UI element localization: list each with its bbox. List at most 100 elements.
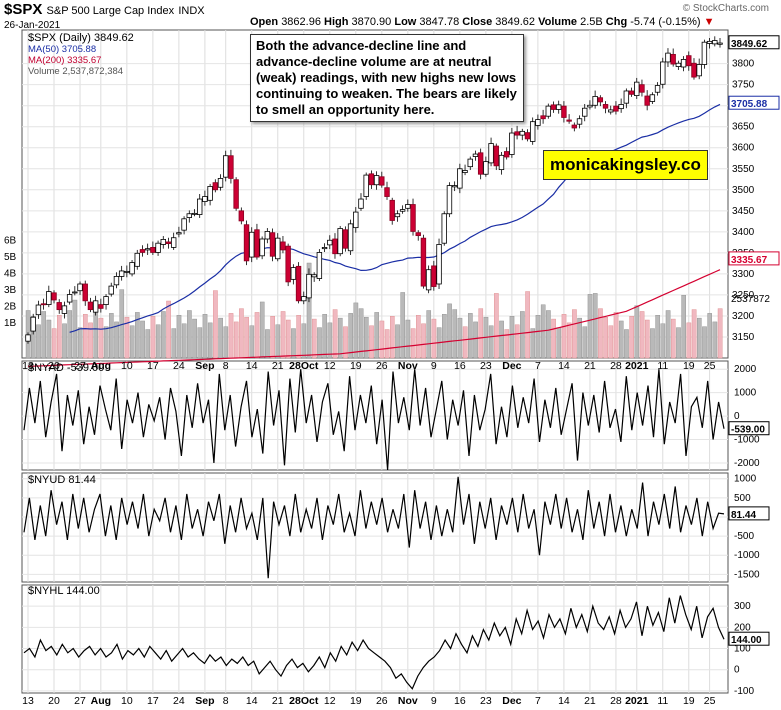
candle-body bbox=[639, 84, 645, 93]
candle-body bbox=[613, 105, 619, 112]
volume-bar bbox=[296, 315, 301, 359]
volume-bar bbox=[452, 309, 458, 359]
volume-bar bbox=[140, 320, 145, 359]
volume-bar bbox=[239, 308, 244, 359]
candle-body bbox=[295, 265, 302, 302]
candle-body bbox=[280, 241, 286, 251]
x-tick-label: 21 bbox=[272, 695, 284, 707]
volume-bar bbox=[46, 319, 52, 359]
candle-body bbox=[696, 64, 702, 77]
volume-bar bbox=[36, 324, 41, 359]
volume-bar bbox=[213, 290, 218, 359]
x-tick-label: 26 bbox=[376, 695, 388, 707]
x-tick-label: 27 bbox=[74, 360, 86, 372]
y-tick-label: 3300 bbox=[732, 269, 755, 280]
volume-bar bbox=[223, 326, 229, 359]
volume-bar bbox=[124, 316, 130, 359]
watermark: monicakingsley.co bbox=[543, 150, 708, 180]
nyad-last-tag: -539.00 bbox=[731, 425, 765, 436]
volume-bar bbox=[639, 311, 645, 359]
legend-ma200: MA(200) 3335.67 bbox=[28, 55, 102, 66]
open-label: Open bbox=[250, 16, 279, 28]
volume-bar bbox=[670, 318, 676, 359]
volume-bar bbox=[395, 324, 400, 359]
candle-body bbox=[628, 90, 635, 95]
candle-body bbox=[269, 232, 276, 257]
x-tick-label: 20 bbox=[48, 360, 60, 372]
candle-body bbox=[529, 121, 536, 142]
candle-body bbox=[373, 175, 380, 186]
index-name: S&P 500 Large Cap Index bbox=[46, 5, 175, 17]
nyad-last-box bbox=[728, 421, 770, 436]
candle-body bbox=[316, 252, 323, 279]
volume-bar bbox=[717, 308, 723, 359]
nyad-y-tick: 0 bbox=[734, 411, 740, 422]
x-tick-label: 14 bbox=[246, 360, 258, 372]
volume-bar bbox=[88, 322, 93, 359]
high-value: 3870.90 bbox=[351, 16, 392, 28]
last-close-tag-box bbox=[728, 35, 780, 50]
candle-body bbox=[46, 291, 52, 305]
nyhl-line bbox=[23, 595, 725, 690]
volume-bar bbox=[150, 316, 156, 359]
candle-body bbox=[212, 182, 219, 191]
candle-body bbox=[457, 168, 463, 189]
candle-body bbox=[540, 115, 546, 120]
candle-body bbox=[92, 300, 99, 313]
volume-bar bbox=[676, 327, 681, 359]
volume-bar bbox=[681, 295, 686, 359]
volume-bar bbox=[77, 327, 83, 359]
nyhl-y-tick: -100 bbox=[734, 686, 754, 697]
candle-body bbox=[509, 132, 515, 155]
volume-bar bbox=[358, 308, 364, 359]
volume-bar bbox=[337, 317, 343, 359]
volume-bar bbox=[598, 308, 603, 359]
candle-body bbox=[680, 59, 687, 68]
candle-body bbox=[40, 303, 47, 306]
annotation-box: Both the advance-decline line and advanc… bbox=[250, 34, 524, 122]
candle-body bbox=[493, 145, 499, 167]
volume-bar bbox=[530, 328, 536, 359]
candle-body bbox=[35, 304, 42, 316]
x-tick-label: 28Oct bbox=[289, 695, 319, 707]
candle-body bbox=[113, 276, 120, 286]
volume-bar bbox=[551, 318, 556, 359]
x-tick-label: 14 bbox=[246, 695, 258, 707]
volume-bar bbox=[473, 321, 478, 359]
candle-body bbox=[451, 185, 458, 188]
x-tick-label: Nov bbox=[398, 360, 418, 372]
nyud-y-tick: -1500 bbox=[734, 569, 760, 580]
x-tick-label: 27 bbox=[74, 695, 86, 707]
nyud-y-tick: -1000 bbox=[734, 550, 760, 561]
volume-bar bbox=[520, 311, 525, 359]
y-tick-label: 3150 bbox=[732, 332, 755, 343]
volume-bar bbox=[197, 327, 203, 359]
x-tick-label: 2021 bbox=[625, 695, 649, 707]
y-tick-label: 3650 bbox=[732, 122, 755, 133]
x-tick-label: 28Oct bbox=[289, 360, 319, 372]
candle-body bbox=[202, 196, 208, 202]
candle-body bbox=[446, 185, 453, 215]
candle-body bbox=[290, 267, 297, 280]
candle-body bbox=[472, 153, 479, 157]
volume-bar bbox=[317, 327, 322, 359]
candle-body bbox=[519, 130, 525, 136]
volume-bar bbox=[613, 312, 619, 359]
x-tick-label: Dec bbox=[502, 360, 521, 372]
high-label: High bbox=[324, 16, 349, 28]
volume-axis-label: 6B bbox=[4, 236, 17, 247]
candle-body bbox=[118, 270, 125, 277]
x-tick-label: 17 bbox=[147, 360, 159, 372]
candle-body bbox=[259, 238, 265, 257]
candle-body bbox=[587, 104, 593, 108]
x-tick-label: 25 bbox=[704, 695, 716, 707]
candle-body bbox=[399, 209, 406, 212]
volume-bar bbox=[109, 313, 114, 359]
ma50-tag: 3705.88 bbox=[731, 99, 768, 110]
x-tick-label: 9 bbox=[431, 360, 437, 372]
candle-body bbox=[441, 213, 447, 244]
volume-bar bbox=[416, 315, 421, 359]
volume-bar bbox=[67, 310, 73, 359]
x-tick-label: 19 bbox=[350, 695, 362, 707]
candle-body bbox=[233, 179, 239, 209]
